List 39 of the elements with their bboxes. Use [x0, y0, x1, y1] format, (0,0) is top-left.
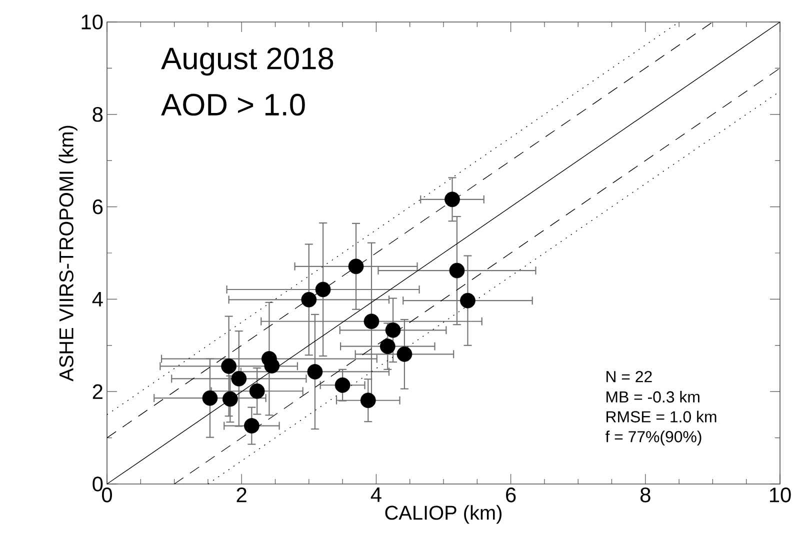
y-tick-label: 8 — [92, 106, 103, 122]
annotation: RMSE = 1.0 km — [606, 410, 716, 422]
y-tick-label: 4 — [92, 292, 103, 306]
point — [385, 322, 401, 338]
y-tick-label: 6 — [92, 199, 103, 214]
annotation: AOD > 1.0 — [161, 94, 305, 116]
point — [307, 364, 323, 380]
point — [380, 338, 396, 354]
point — [449, 262, 465, 278]
point — [315, 282, 331, 298]
point — [231, 370, 247, 386]
point — [221, 358, 237, 374]
point — [301, 292, 317, 308]
point — [396, 346, 412, 362]
point — [249, 383, 265, 399]
x-tick-label: 8 — [640, 488, 650, 502]
y-tick-label: 0 — [92, 476, 103, 492]
point — [348, 258, 364, 274]
annotation: f = 77%(90%) — [605, 430, 702, 446]
point — [202, 390, 218, 406]
annotation: MB = -0.3 km — [606, 390, 700, 403]
annotation: August 2018 — [161, 48, 334, 76]
x-tick-label: 2 — [236, 488, 246, 502]
point — [360, 392, 376, 408]
x-tick-label: 6 — [506, 488, 516, 502]
annotation: N = 22 — [606, 371, 652, 382]
point — [244, 418, 260, 434]
y-tick-label: 10 — [82, 14, 103, 30]
y-tick-label: 2 — [92, 384, 102, 399]
x-axis-title: CALIOP (km) — [385, 505, 502, 524]
point — [264, 358, 280, 374]
point — [460, 292, 476, 308]
y-axis-title: ASHE VIIRS-TROPOMI (km) — [58, 126, 78, 382]
x-tick-label: 4 — [370, 488, 382, 502]
point — [222, 391, 238, 407]
point — [364, 314, 380, 330]
x-tick-label: 10 — [770, 488, 791, 502]
point — [444, 192, 460, 208]
point — [334, 377, 350, 393]
